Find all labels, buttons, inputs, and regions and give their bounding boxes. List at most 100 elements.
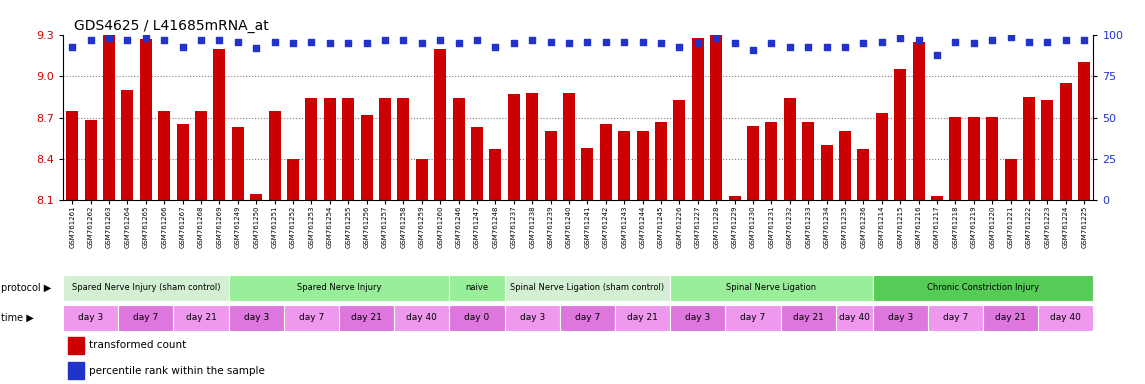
Bar [747, 126, 759, 200]
Bar [229, 275, 449, 301]
Text: day 40: day 40 [406, 313, 437, 323]
Bar [673, 99, 686, 200]
Bar [839, 131, 851, 200]
Point [670, 43, 688, 50]
Point [523, 37, 542, 43]
Bar [913, 42, 925, 200]
Text: day 3: day 3 [520, 313, 545, 323]
Bar [984, 305, 1039, 331]
Bar [836, 305, 872, 331]
Bar [582, 148, 593, 200]
Point [891, 35, 909, 41]
Bar [213, 49, 226, 200]
Point [542, 38, 560, 45]
Point [688, 40, 706, 46]
Point [339, 40, 357, 46]
Text: day 7: day 7 [942, 313, 968, 323]
Bar [927, 305, 984, 331]
Point [229, 38, 247, 45]
Bar [784, 98, 796, 200]
Point [726, 40, 744, 46]
Point [136, 35, 155, 41]
Point [836, 43, 854, 50]
Point [633, 38, 652, 45]
Bar [1079, 63, 1090, 200]
Bar [876, 113, 887, 200]
Point [763, 40, 781, 46]
Point [63, 43, 81, 50]
Point [412, 40, 431, 46]
Bar [637, 131, 648, 200]
Bar [434, 49, 447, 200]
Point [100, 35, 118, 41]
Bar [69, 361, 84, 379]
Bar [949, 118, 962, 200]
Point [505, 40, 523, 46]
Bar [670, 305, 726, 331]
Text: day 21: day 21 [792, 313, 823, 323]
Bar [872, 305, 927, 331]
Point [487, 43, 505, 50]
Bar [968, 118, 980, 200]
Bar [670, 275, 872, 301]
Text: day 3: day 3 [887, 313, 913, 323]
Text: day 21: day 21 [185, 313, 216, 323]
Text: day 3: day 3 [78, 313, 103, 323]
Text: day 7: day 7 [299, 313, 324, 323]
Point [431, 37, 449, 43]
Bar [397, 98, 410, 200]
Text: Spinal Nerve Ligation (sham control): Spinal Nerve Ligation (sham control) [511, 283, 664, 293]
Point [284, 40, 302, 46]
Text: transformed count: transformed count [89, 341, 185, 351]
Point [211, 37, 229, 43]
Bar [416, 159, 428, 200]
Point [615, 38, 633, 45]
Text: day 21: day 21 [352, 313, 382, 323]
Point [1075, 37, 1093, 43]
Bar [251, 195, 262, 200]
Bar [618, 131, 630, 200]
Bar [339, 305, 394, 331]
Point [560, 40, 578, 46]
Point [965, 40, 984, 46]
Point [1020, 38, 1039, 45]
Bar [121, 90, 133, 200]
Bar [508, 94, 520, 200]
Text: day 7: day 7 [741, 313, 766, 323]
Point [192, 37, 211, 43]
Point [818, 43, 836, 50]
Bar [195, 111, 207, 200]
Text: day 40: day 40 [1050, 313, 1081, 323]
Point [872, 38, 891, 45]
Bar [692, 38, 704, 200]
Text: day 21: day 21 [627, 313, 658, 323]
Point [984, 37, 1002, 43]
Bar [229, 305, 284, 331]
Bar [103, 35, 114, 200]
Bar [449, 305, 505, 331]
Point [927, 52, 946, 58]
Bar [231, 127, 244, 200]
Bar [1004, 159, 1017, 200]
Point [1039, 38, 1057, 45]
Bar [803, 122, 814, 200]
Point [357, 40, 376, 46]
Bar [66, 111, 78, 200]
Bar [449, 275, 505, 301]
Point [1057, 37, 1075, 43]
Bar [471, 127, 483, 200]
Bar [560, 305, 615, 331]
Text: day 7: day 7 [133, 313, 158, 323]
Text: Spared Nerve Injury (sham control): Spared Nerve Injury (sham control) [71, 283, 220, 293]
Point [266, 38, 284, 45]
Bar [563, 93, 575, 200]
Bar [69, 336, 84, 354]
Point [302, 38, 321, 45]
Bar [1042, 99, 1053, 200]
Bar [63, 275, 229, 301]
Bar [726, 305, 781, 331]
Text: day 3: day 3 [244, 313, 269, 323]
Point [468, 37, 487, 43]
Point [652, 40, 670, 46]
Text: percentile rank within the sample: percentile rank within the sample [89, 366, 264, 376]
